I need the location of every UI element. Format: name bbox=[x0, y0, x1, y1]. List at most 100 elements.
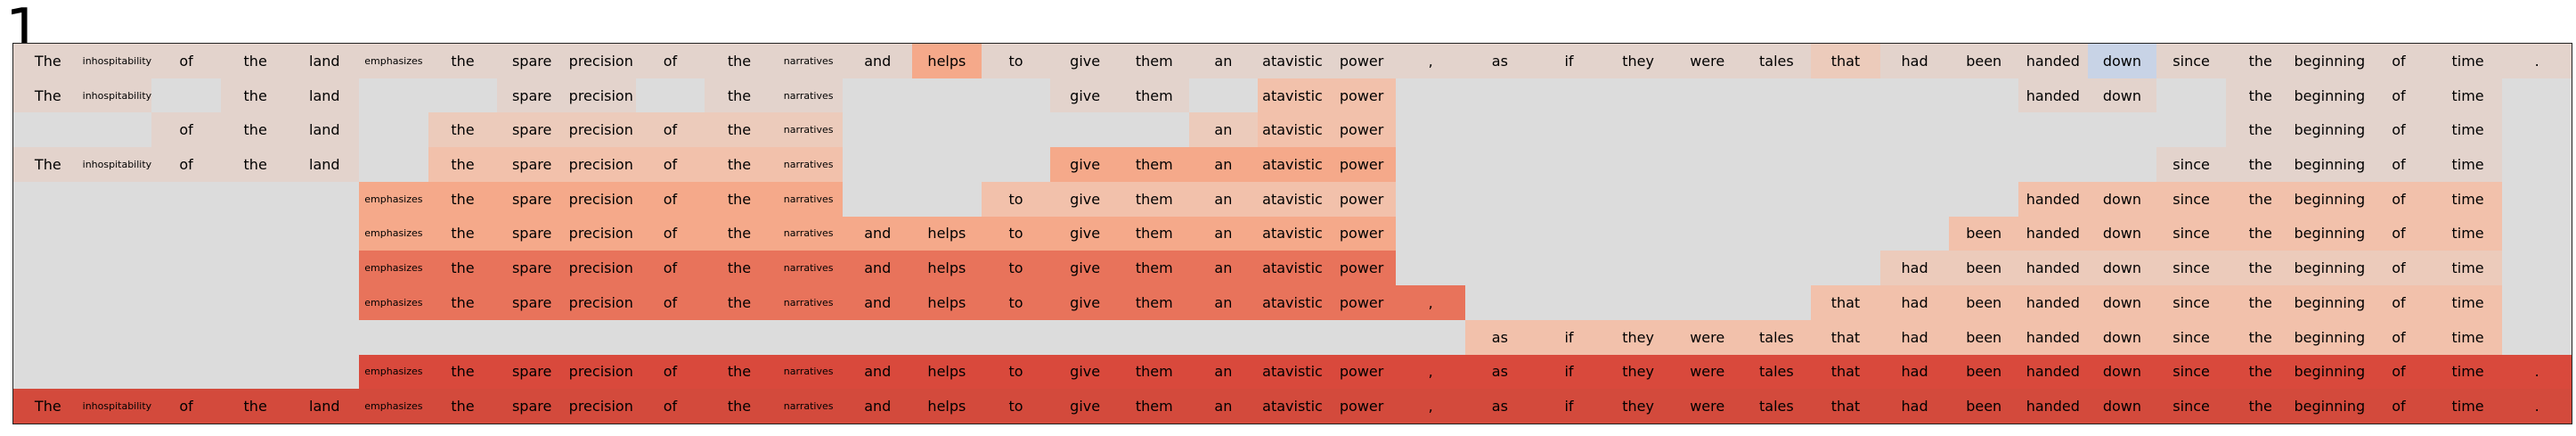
heatmap-cell: the bbox=[428, 112, 498, 148]
heatmap-cell: emphasizes bbox=[359, 216, 428, 251]
heatmap-cell: inhospitability bbox=[82, 78, 152, 113]
heatmap-cell: the bbox=[2225, 147, 2295, 182]
heatmap-cell: of bbox=[2364, 389, 2433, 424]
heatmap-cell: that bbox=[1811, 389, 1880, 424]
heatmap-cell: , bbox=[1396, 44, 1466, 78]
heatmap-cell: give bbox=[1050, 181, 1120, 217]
heatmap-cell: them bbox=[1119, 354, 1189, 390]
heatmap-cell: as bbox=[1465, 354, 1535, 390]
heatmap-cell: to bbox=[981, 44, 1051, 78]
heatmap-cell: been bbox=[1949, 319, 2018, 355]
heatmap-cell: to bbox=[981, 354, 1051, 390]
heatmap-cell: land bbox=[289, 389, 360, 424]
heatmap-cell: atavistic bbox=[1258, 147, 1327, 182]
heatmap-cell: of bbox=[2364, 216, 2433, 251]
heatmap-cell: beginning bbox=[2295, 112, 2365, 148]
heatmap-cell: power bbox=[1326, 216, 1397, 251]
heatmap-cell: beginning bbox=[2295, 181, 2365, 217]
heatmap-cell: atavistic bbox=[1258, 112, 1327, 148]
heatmap-cell: they bbox=[1603, 354, 1673, 390]
heatmap-cell: since bbox=[2156, 389, 2226, 424]
heatmap-cell: down bbox=[2087, 216, 2157, 251]
heatmap-cell: the bbox=[705, 147, 774, 182]
heatmap-cell: them bbox=[1119, 251, 1189, 286]
heatmap-cell: give bbox=[1050, 285, 1120, 320]
attribution-heatmap: The inhospitability of the land emphasizes the… bbox=[12, 43, 2572, 424]
heatmap-cell: the bbox=[705, 181, 774, 217]
heatmap-cell: atavistic bbox=[1258, 78, 1327, 113]
heatmap-cell: of bbox=[2364, 147, 2433, 182]
heatmap-cell: since bbox=[2156, 147, 2226, 182]
heatmap-cell: beginning bbox=[2295, 285, 2365, 320]
heatmap-cell: that bbox=[1811, 354, 1880, 390]
heatmap-cell: power bbox=[1326, 44, 1397, 78]
heatmap-cell: handed bbox=[2018, 216, 2088, 251]
heatmap-cell: the bbox=[2225, 354, 2295, 390]
heatmap-cell: them bbox=[1119, 285, 1189, 320]
heatmap-cell: of bbox=[2364, 78, 2433, 113]
heatmap-cell: the bbox=[2225, 216, 2295, 251]
heatmap-cell: time bbox=[2433, 251, 2503, 286]
heatmap-cell: time bbox=[2433, 216, 2503, 251]
heatmap-cell: them bbox=[1119, 181, 1189, 217]
heatmap-cell: beginning bbox=[2295, 147, 2365, 182]
heatmap-cell: the bbox=[220, 147, 290, 182]
heatmap-cell: an bbox=[1188, 44, 1259, 78]
heatmap-cell: spare bbox=[497, 78, 567, 113]
heatmap-cell: give bbox=[1050, 147, 1120, 182]
heatmap-cell: power bbox=[1326, 147, 1397, 182]
heatmap-cell: the bbox=[428, 147, 498, 182]
heatmap-cell: The bbox=[13, 389, 83, 424]
heatmap-cell: been bbox=[1949, 251, 2018, 286]
heatmap-cell: of bbox=[2364, 354, 2433, 390]
heatmap-cell: since bbox=[2156, 319, 2226, 355]
heatmap-cell: to bbox=[981, 285, 1051, 320]
heatmap-cell: beginning bbox=[2295, 354, 2365, 390]
heatmap-cell: as bbox=[1465, 44, 1535, 78]
heatmap-cell: narratives bbox=[773, 285, 844, 320]
heatmap-cell: helps bbox=[912, 389, 982, 424]
heatmap-cell: and bbox=[843, 44, 913, 78]
heatmap-cell: handed bbox=[2018, 285, 2088, 320]
heatmap-cell: atavistic bbox=[1258, 354, 1327, 390]
heatmap-cell: handed bbox=[2018, 251, 2088, 286]
heatmap-cell: inhospitability bbox=[82, 44, 152, 78]
heatmap-cell: time bbox=[2433, 285, 2503, 320]
heatmap-cell: down bbox=[2087, 285, 2157, 320]
heatmap-cell: emphasizes bbox=[359, 354, 428, 390]
heatmap-cell: and bbox=[843, 389, 913, 424]
heatmap-cell: of bbox=[635, 44, 705, 78]
heatmap-cell: power bbox=[1326, 112, 1397, 148]
heatmap-cell: them bbox=[1119, 78, 1189, 113]
heatmap-cell: to bbox=[981, 181, 1051, 217]
heatmap-cell: atavistic bbox=[1258, 285, 1327, 320]
heatmap-cell: narratives bbox=[773, 181, 844, 217]
heatmap-cell: spare bbox=[497, 251, 567, 286]
heatmap-cell: power bbox=[1326, 251, 1397, 286]
heatmap-cell: power bbox=[1326, 181, 1397, 217]
heatmap-cell: an bbox=[1188, 251, 1259, 286]
heatmap-cell: precision bbox=[566, 78, 636, 113]
heatmap-cell: the bbox=[2225, 78, 2295, 113]
heatmap-cell: since bbox=[2156, 354, 2226, 390]
heatmap-cell: and bbox=[843, 251, 913, 286]
heatmap-cell: helps bbox=[912, 44, 982, 78]
heatmap-cell: helps bbox=[912, 251, 982, 286]
heatmap-cell: of bbox=[2364, 319, 2433, 355]
heatmap-cell: precision bbox=[566, 216, 636, 251]
heatmap-cell: to bbox=[981, 389, 1051, 424]
heatmap-cell: the bbox=[220, 44, 290, 78]
heatmap-cell: the bbox=[428, 181, 498, 217]
heatmap-cell: helps bbox=[912, 285, 982, 320]
heatmap-cell: spare bbox=[497, 216, 567, 251]
heatmap-cell: down bbox=[2087, 354, 2157, 390]
heatmap-cell: were bbox=[1672, 44, 1742, 78]
heatmap-cell: the bbox=[428, 216, 498, 251]
heatmap-cell: . bbox=[2502, 354, 2572, 390]
heatmap-cell: of bbox=[2364, 44, 2433, 78]
heatmap-cell: of bbox=[151, 112, 221, 148]
heatmap-cell: give bbox=[1050, 216, 1120, 251]
heatmap-cell: since bbox=[2156, 285, 2226, 320]
heatmap-cell: down bbox=[2087, 78, 2157, 113]
heatmap-cell: the bbox=[2225, 112, 2295, 148]
